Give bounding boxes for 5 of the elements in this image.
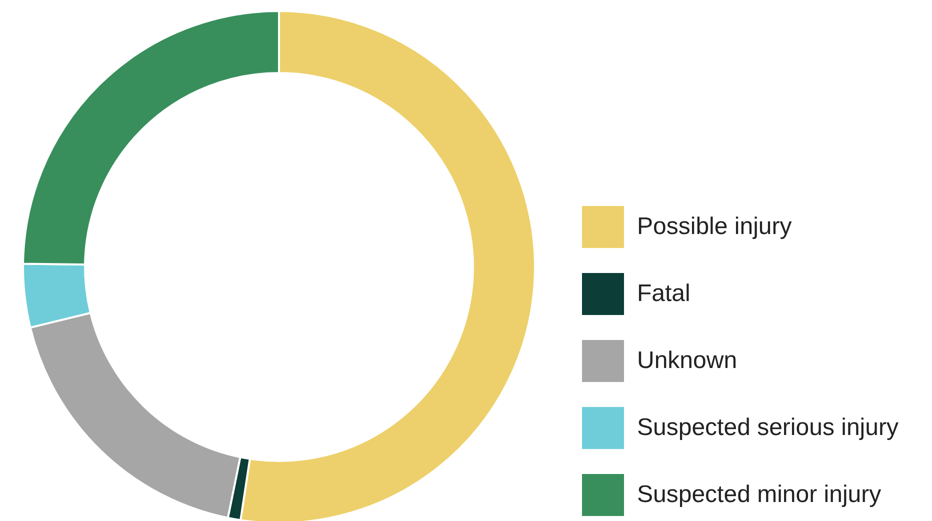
legend-label: Suspected serious injury (637, 414, 898, 442)
legend-label: Unknown (637, 347, 738, 375)
legend-label: Possible injury (637, 213, 792, 241)
legend-label: Suspected minor injury (637, 481, 882, 509)
legend-label: Fatal (637, 280, 690, 308)
